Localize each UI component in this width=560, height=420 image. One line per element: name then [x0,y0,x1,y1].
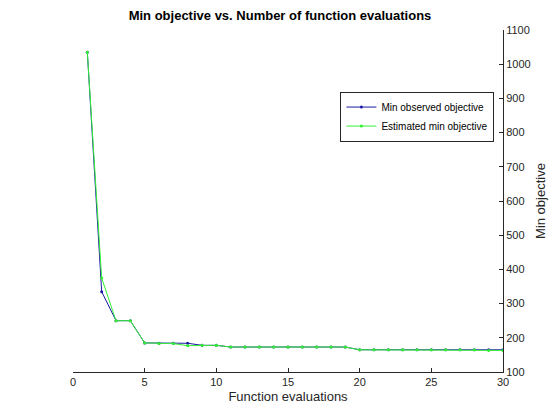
svg-text:800: 800 [506,126,524,138]
svg-text:Min objective vs. Number of fu: Min objective vs. Number of function eva… [129,8,432,23]
svg-text:10: 10 [210,376,222,388]
svg-text:5: 5 [142,376,148,388]
svg-text:900: 900 [506,92,524,104]
svg-text:600: 600 [506,195,524,207]
svg-text:15: 15 [282,376,294,388]
svg-text:30: 30 [497,376,509,388]
svg-text:500: 500 [506,229,524,241]
svg-text:200: 200 [506,332,524,344]
svg-text:25: 25 [425,376,437,388]
svg-text:Function evaluations: Function evaluations [228,389,348,404]
svg-text:20: 20 [354,376,366,388]
svg-text:700: 700 [506,161,524,173]
svg-text:400: 400 [506,263,524,275]
svg-text:Min objective: Min objective [533,163,548,239]
svg-text:100: 100 [506,366,524,378]
svg-text:1100: 1100 [506,24,530,36]
svg-text:0: 0 [70,376,76,388]
svg-text:Min observed objective: Min observed objective [381,102,484,113]
svg-text:1000: 1000 [506,58,530,70]
svg-text:Estimated min objective: Estimated min objective [381,121,487,132]
svg-text:300: 300 [506,297,524,309]
